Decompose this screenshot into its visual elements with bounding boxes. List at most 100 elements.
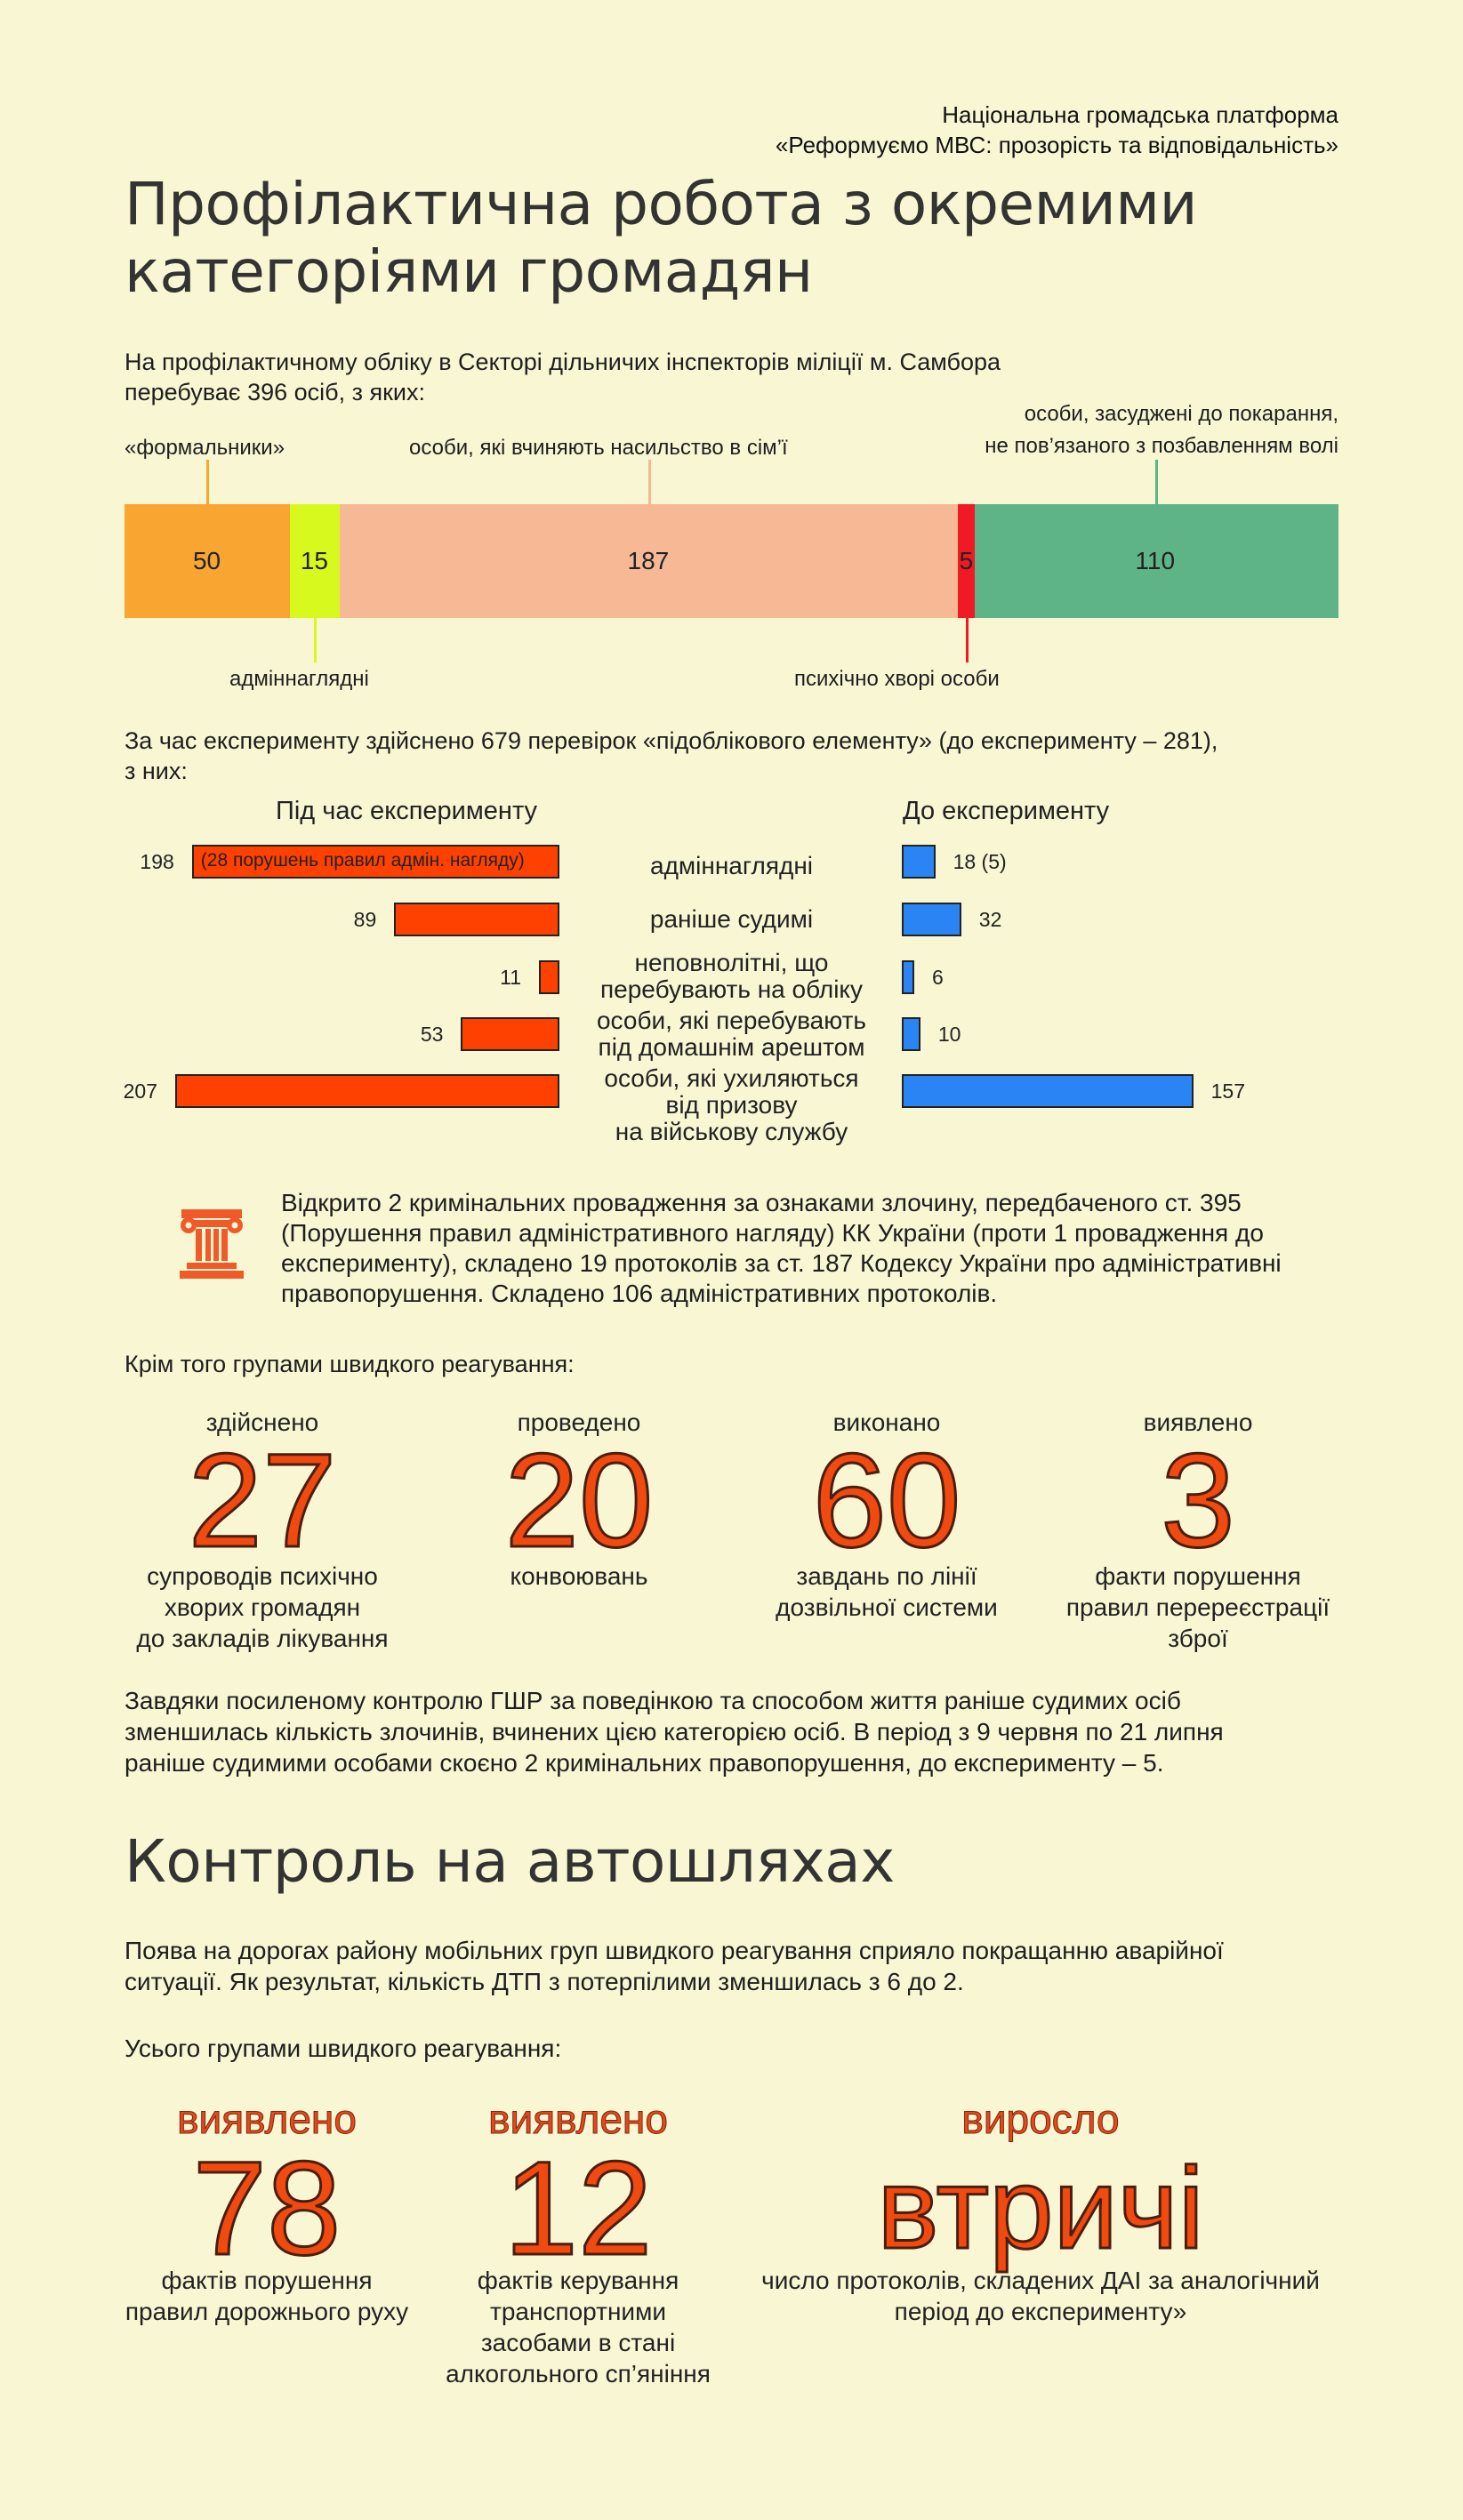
desc-line: дозвільної системи xyxy=(776,1593,998,1621)
value-label-before: 18 (5) xyxy=(953,850,1007,873)
bar-segment xyxy=(339,504,959,618)
value-label-before: 32 xyxy=(978,908,1002,931)
stat-description: фактів порушення правил дорожнього руху xyxy=(98,2265,436,2327)
desc-line: період до експерименту» xyxy=(894,2298,1187,2325)
bar-before xyxy=(902,1074,1194,1108)
stat-description: факти порушення правил перереєстрації зб… xyxy=(1042,1561,1354,1654)
intro-line: перебуває 396 осіб, з яких: xyxy=(125,379,426,405)
bar-during xyxy=(461,1017,559,1051)
quick-response-intro: Крім того групами швидкого реагування: xyxy=(125,1351,575,1377)
stat-description: конвоювань xyxy=(432,1561,726,1592)
title-line: Профілактична робота з окремими xyxy=(125,170,1197,238)
bar-during xyxy=(191,845,559,879)
intro-line: з них: xyxy=(125,758,188,784)
criminal-proceedings-text: Відкрито 2 кримінальних провадження за о… xyxy=(281,1188,1384,1309)
category-line: особи, які перебувають xyxy=(596,1007,867,1034)
desc-line: хворих громадян xyxy=(164,1593,361,1621)
stat-word: проведено xyxy=(517,1408,641,1436)
segment-pointer xyxy=(647,460,651,504)
org-project: «Реформуємо МВС: прозорість та відповіда… xyxy=(775,132,1338,158)
stat-word: виявлено xyxy=(488,2096,669,2143)
text-line: правопорушення. Складено 106 адміністрат… xyxy=(281,1280,998,1307)
category-line: від призову xyxy=(665,1091,798,1119)
stat-value: 3 xyxy=(1160,1425,1236,1575)
desc-line: зброї xyxy=(1168,1625,1228,1652)
category-label: особи, які перебувають під домашнім арешт… xyxy=(569,1007,894,1061)
org-name: Національна громадська платформа xyxy=(942,101,1338,128)
category-line: особи, які ухиляються xyxy=(604,1064,859,1092)
title-line: категоріями громадян xyxy=(125,237,813,306)
bar-segment xyxy=(974,504,1338,618)
bar-segment xyxy=(958,504,975,618)
stat-word: виявлено xyxy=(177,2096,358,2143)
stat-word: виросло xyxy=(961,2096,1120,2143)
stat-value: 78 xyxy=(191,2133,342,2283)
text-line: зменшилась кількість злочинів, вчинених … xyxy=(125,1718,1224,1746)
segment-pointer xyxy=(205,460,209,504)
bar-during xyxy=(394,903,559,936)
text-line: експерименту), складено 19 протоколів за… xyxy=(281,1249,1282,1277)
category-line: під домашнім арештом xyxy=(598,1033,865,1061)
section-title-roads: Контроль на автошляхах xyxy=(125,1827,895,1896)
label-line: не пов’язаного з позбавленням волі xyxy=(985,434,1338,458)
desc-line: факти порушення xyxy=(1095,1562,1301,1590)
convicted-note: Завдяки посиленому контролю ГШР за повед… xyxy=(125,1685,1387,1778)
label-convicted: особи, засуджені до покарання, не пов’яз… xyxy=(985,398,1338,462)
label-line: особи, засуджені до покарання, xyxy=(1024,402,1338,426)
intro-line: За час експерименту здійснено 679 переві… xyxy=(125,727,1218,754)
stat-value: втричі xyxy=(876,2142,1205,2275)
desc-line: конвоювань xyxy=(510,1562,648,1590)
bar-segment xyxy=(289,504,340,618)
segment-pointer xyxy=(1155,460,1159,504)
stat-value: 20 xyxy=(503,1425,655,1575)
bar-annotation: (28 порушень правил адмін. нагляду) xyxy=(200,850,525,871)
stat-description: фактів керування транспортними засобами … xyxy=(418,2265,738,2389)
stat-description: число протоколів, складених ДАІ за анало… xyxy=(729,2265,1352,2327)
value-label-during: 53 xyxy=(420,1023,444,1046)
segment-value: 50 xyxy=(192,547,221,574)
segment-pointer xyxy=(965,618,969,662)
label-formalnyky: «формальники» xyxy=(125,436,285,460)
label-violence: особи, які вчиняють насильство в сім’ї xyxy=(409,436,788,460)
stat-word: виявлено xyxy=(1143,1408,1253,1436)
during-column-title: Під час експерименту xyxy=(276,797,538,825)
stat-description: супроводів психічно хворих громадян до з… xyxy=(116,1561,409,1654)
category-label: неповнолітні, що перебувають на обліку xyxy=(569,950,894,1003)
text-line: Поява на дорогах району мобільних груп ш… xyxy=(125,1937,1224,1964)
text-line: ситуації. Як результат, кількість ДТП з … xyxy=(125,1968,964,1995)
value-label-before: 6 xyxy=(932,966,944,989)
desc-line: засобами в стані xyxy=(480,2329,676,2356)
roads-total-intro: Усього групами швидкого реагування: xyxy=(125,2034,562,2062)
value-label-before: 10 xyxy=(937,1023,961,1046)
desc-line: алкогольного сп’яніння xyxy=(446,2360,711,2388)
desc-line: правил дорожнього руху xyxy=(125,2298,409,2325)
desc-line: завдань по лінії xyxy=(796,1562,977,1590)
bar-before xyxy=(902,960,914,994)
bar-during xyxy=(539,960,559,994)
segment-value: 5 xyxy=(959,547,974,574)
checks-intro: За час експерименту здійснено 679 переві… xyxy=(125,726,1387,786)
text-line: Відкрито 2 кримінальних провадження за о… xyxy=(281,1189,1242,1216)
text-line: (Порушення правил адміністративного нагл… xyxy=(281,1219,1264,1247)
desc-line: число протоколів, складених ДАІ за анало… xyxy=(761,2267,1320,2294)
category-line: адміннаглядні xyxy=(650,852,813,879)
category-line: неповнолітні, що xyxy=(634,949,829,976)
bar-before xyxy=(902,1017,920,1051)
stat-value: 60 xyxy=(811,1425,962,1575)
value-label-during: 89 xyxy=(353,908,377,931)
text-line: раніше судимими особами скоєно 2 криміна… xyxy=(125,1749,1164,1777)
segment-value: 187 xyxy=(627,547,670,574)
value-label-during: 11 xyxy=(500,966,522,989)
text-line: Завдяки посиленому контролю ГШР за повед… xyxy=(125,1687,1181,1714)
stat-word: здійснено xyxy=(205,1408,319,1436)
desc-line: транспортними xyxy=(490,2298,666,2325)
bar-before xyxy=(902,903,961,936)
desc-line: фактів керування xyxy=(477,2267,679,2294)
stat-value: 12 xyxy=(502,2133,654,2283)
category-line: перебувають на обліку xyxy=(600,975,863,1003)
stat-word: виконано xyxy=(832,1408,941,1436)
category-line: на військову службу xyxy=(615,1118,848,1145)
stat-description: завдань по лінії дозвільної системи xyxy=(740,1561,1033,1623)
organization-header: Національна громадська платформа «Реформ… xyxy=(776,100,1338,160)
value-label-before: 157 xyxy=(1210,1079,1246,1103)
